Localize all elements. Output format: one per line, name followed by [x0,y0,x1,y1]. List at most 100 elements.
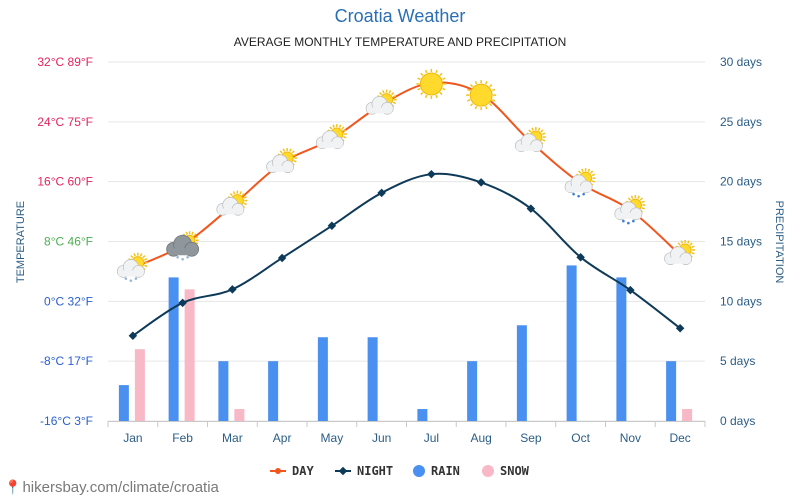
partly-sunny-icon [664,239,696,265]
snow-bar [682,409,693,421]
y-tick-label-left: 0°C 32°F [44,294,93,308]
night-point [675,324,685,333]
partly-sunny-icon [266,147,298,173]
rain-cloud-sun-icon [614,195,646,225]
chart-subtitle: AVERAGE MONTHLY TEMPERATURE AND PRECIPIT… [233,35,567,49]
rain-bar [218,361,229,421]
precip-drop [582,192,585,196]
rain-bar [317,337,328,421]
rain-bar [467,361,478,421]
precip-drop [129,279,133,282]
location-pin-icon: 📍 [4,479,22,495]
snow-bar [234,409,245,421]
cloud-shape [166,234,200,257]
y-axis-title-left: TEMPERATURE [15,201,27,283]
cloud-shape [266,154,295,173]
night-point [178,298,187,308]
rain-bar [268,361,279,421]
rain-bar [118,385,129,421]
x-tick-label: Nov [620,431,641,445]
y-tick-label-left: -16°C 3°F [40,414,93,428]
attribution-text: hikersbay.com/climate/croatia [22,479,219,496]
precip-drop [632,219,635,223]
x-tick-label: Aug [470,431,491,445]
y-tick-label-right: 5 days [720,354,755,368]
rain-bar [516,325,527,421]
rain-cloud-sun-icon [564,168,596,198]
night-point [626,285,635,295]
precip-drop [572,192,575,196]
cloud-shape [365,96,394,115]
legend-label: NIGHT [357,464,393,478]
legend-item-day[interactable]: DAY [270,464,314,478]
y-tick-label-right: 10 days [720,294,762,308]
cloud-shape [116,259,145,278]
legend-label: DAY [292,464,314,478]
y-tick-label-right: 0 days [720,414,755,428]
partly-sunny-icon [315,124,347,150]
x-tick-label: Apr [273,431,292,445]
snow-bar [134,349,145,421]
x-tick-label: Oct [571,431,590,445]
precip-drop [134,277,138,280]
legend-marker-icon [338,466,348,476]
rain-bar [168,277,179,421]
rain-bar [417,409,428,421]
x-tick-label: Jan [123,431,142,445]
x-tick-label: Dec [669,431,690,445]
cloud-shape [216,197,245,216]
y-tick-label-left: 16°C 60°F [37,175,93,189]
rain-bar [367,337,378,421]
x-tick-label: Feb [172,431,193,445]
rain-bar [666,361,677,421]
night-point [476,178,486,187]
night-temperature-line [132,172,681,337]
rain-bar [616,277,627,421]
partly-sunny-icon [216,190,248,216]
sun-icon [466,80,497,111]
precip-drop [622,219,625,223]
y-tick-label-left: 32°C 89°F [37,55,93,69]
legend-label: RAIN [431,464,460,478]
legend-item-night[interactable]: NIGHT [335,464,393,478]
legend-item-snow[interactable]: SNOW [482,464,530,478]
x-tick-label: Sep [520,431,542,445]
snow-bar [184,289,195,421]
chart-title: Croatia Weather [334,6,466,26]
partly-sunny-icon [514,127,546,153]
snow-cloud-icon [166,231,200,261]
legend-item-rain[interactable]: RAIN [413,464,460,478]
legend-dot-icon [413,465,425,477]
x-tick-label: Jul [424,431,439,445]
cloud-shape [514,133,543,153]
night-point [327,221,337,231]
cloud-shape [315,130,344,150]
precip-drop [577,194,580,198]
night-point [427,169,436,179]
night-point [228,285,237,294]
cloud-shape [664,246,693,265]
night-point [377,188,386,198]
y-tick-label-left: 8°C 46°F [44,235,93,249]
cloud-shape [614,201,643,221]
night-point [128,331,138,340]
attribution-link[interactable]: 📍hikersbay.com/climate/croatia [4,479,219,496]
precip-drop [627,221,630,225]
cloud-shape [564,174,593,194]
y-tick-label-left: -8°C 17°F [40,354,93,368]
day-temperature-line [132,81,681,269]
x-tick-label: Jun [372,431,391,445]
precip-drop [124,277,128,280]
y-tick-label-left: 24°C 75°F [37,115,93,129]
precip-drop [186,255,189,259]
night-point [277,253,287,263]
rain-bar [566,265,577,421]
precip-drop [176,255,179,259]
legend-marker-icon [275,468,281,474]
y-tick-label-right: 20 days [720,175,762,189]
sun-shape [416,68,447,99]
partly-sunny-icon [365,89,397,115]
y-tick-label-right: 25 days [720,115,762,129]
y-tick-label-right: 30 days [720,55,762,69]
